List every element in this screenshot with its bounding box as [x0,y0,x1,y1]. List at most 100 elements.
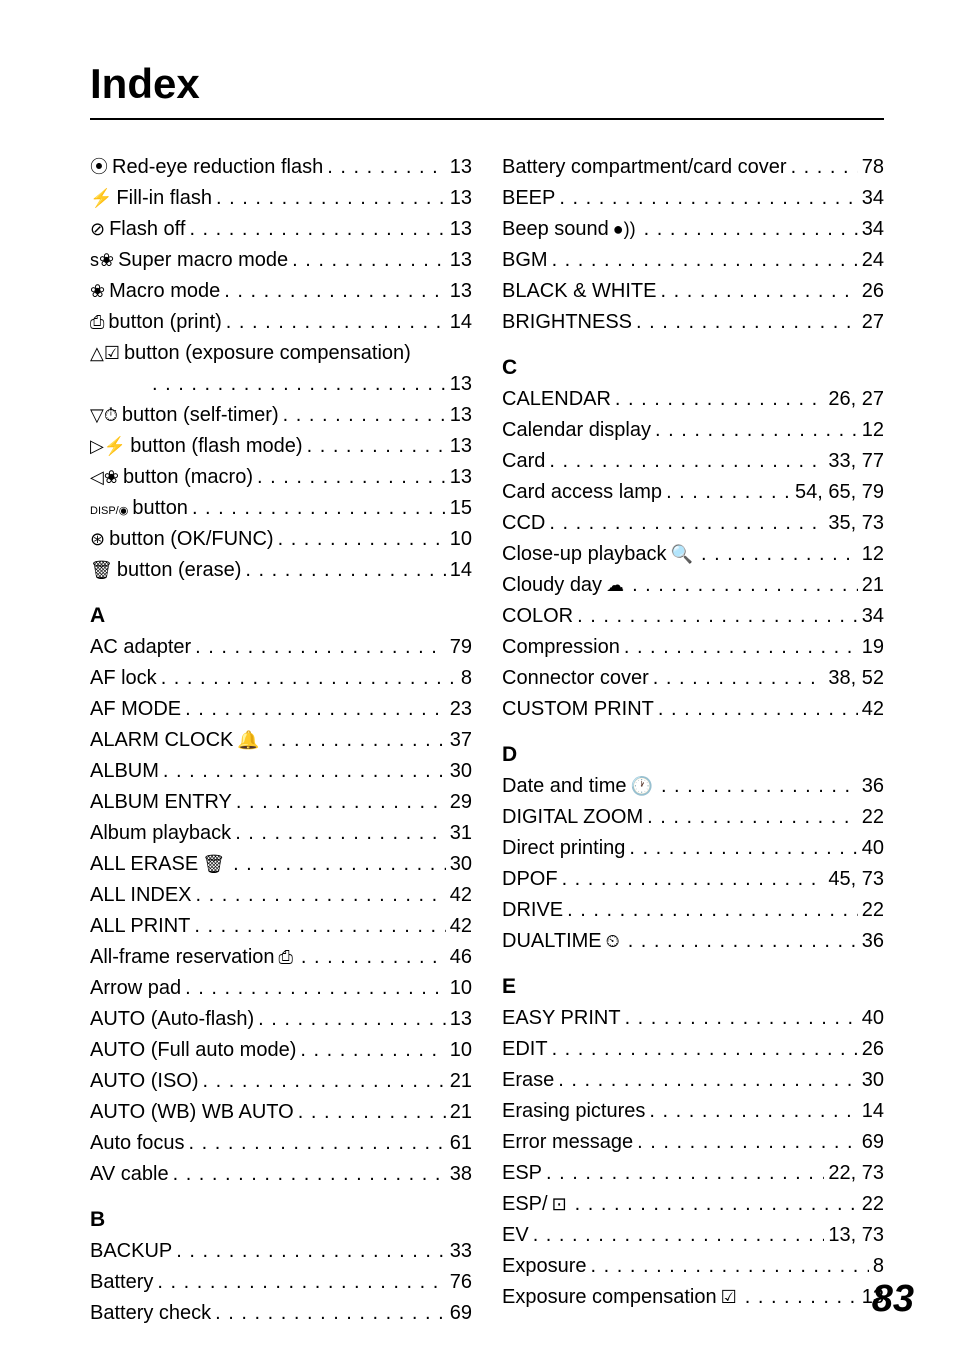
entry-label: AV cable [90,1159,169,1190]
entry-label: ALBUM ENTRY [90,787,232,818]
index-item: △☑button (exposure compensation) [90,338,472,369]
entry-pages: 30 [450,849,472,880]
entry-pages: 69 [450,1298,472,1329]
entry-label: Super macro mode [118,245,288,276]
leader-dots: . . . . . . . . . . . . . . . . . . . . … [591,1251,869,1282]
entry-label: AUTO (Auto-flash) [90,1004,254,1035]
entry-pages: 79 [450,632,472,663]
entry-pages: 13 [450,369,472,400]
title-rule [90,118,884,120]
index-item: ESP . . . . . . . . . . . . . . . . . . … [502,1158,884,1189]
entry-suffix-icon: 🔔 [237,727,259,755]
entry-pages: 78 [862,152,884,183]
leader-dots: . . . . . . . . . . . . . . . . . . . . … [161,663,457,694]
index-item: ▷⚡button (flash mode) . . . . . . . . . … [90,431,472,462]
entry-label: ALL INDEX [90,880,192,911]
entry-label: Flash off [109,214,185,245]
index-item: DRIVE . . . . . . . . . . . . . . . . . … [502,895,884,926]
index-item: BACKUP . . . . . . . . . . . . . . . . .… [90,1236,472,1267]
index-item: AUTO (Auto-flash) . . . . . . . . . . . … [90,1004,472,1035]
leader-dots: . . . . . . . . . . . . . . . . . . . . … [298,1097,446,1128]
leader-dots: . . . . . . . . . . . . . . . . . . . . … [257,462,446,493]
entry-pages: 26, 27 [828,384,884,415]
entry-pages: 19 [862,632,884,663]
entry-label: ESP [502,1158,542,1189]
index-item: Exposure . . . . . . . . . . . . . . . .… [502,1251,884,1282]
entry-suffix-icon: ⊡ [552,1191,567,1219]
section-heading: D [502,743,884,767]
right-column: Battery compartment/card cover . . . . .… [502,152,884,1329]
index-item: BEEP . . . . . . . . . . . . . . . . . .… [502,183,884,214]
entry-icon: ⊛ [90,526,105,554]
index-item: Beep sound●)) . . . . . . . . . . . . . … [502,214,884,245]
index-item: Album playback . . . . . . . . . . . . .… [90,818,472,849]
entry-pages: 21 [450,1066,472,1097]
index-columns: ⦿Red-eye reduction flash . . . . . . . .… [90,152,884,1329]
leader-dots: . . . . . . . . . . . . . . . . . . . . … [268,725,446,756]
index-item: Auto focus . . . . . . . . . . . . . . .… [90,1128,472,1159]
entry-pages: 23 [450,694,472,725]
index-item: s❀Super macro mode . . . . . . . . . . .… [90,245,472,276]
leader-dots: . . . . . . . . . . . . . . . . . . . . … [301,942,446,973]
leader-dots: . . . . . . . . . . . . . . . . . . . . … [226,307,446,338]
entry-pages: 54, 65, 79 [795,477,884,508]
entry-pages: 10 [450,524,472,555]
leader-dots: . . . . . . . . . . . . . . . . . . . . … [624,632,858,663]
index-item: DUALTIME⏲ . . . . . . . . . . . . . . . … [502,926,884,957]
entry-pages: 34 [862,214,884,245]
index-item: EDIT . . . . . . . . . . . . . . . . . .… [502,1034,884,1065]
leader-dots: . . . . . . . . . . . . . . . . . . . . … [575,1189,858,1220]
entry-icon: ❀ [90,278,105,306]
entry-pages: 13 [450,431,472,462]
entry-label: Compression [502,632,620,663]
entry-label: Connector cover [502,663,649,694]
index-item: Battery . . . . . . . . . . . . . . . . … [90,1267,472,1298]
entry-label: Date and time [502,771,627,802]
entry-label: BRIGHTNESS [502,307,632,338]
entry-icon: ▽⏱ [90,402,118,430]
entry-pages: 14 [862,1096,884,1127]
leader-dots: . . . . . . . . . . . . . . . . . . . . … [278,524,446,555]
leader-dots: . . . . . . . . . . . . . . . . . . . . … [215,1298,446,1329]
index-item: CUSTOM PRINT . . . . . . . . . . . . . .… [502,694,884,725]
entry-suffix-icon: ☁ [606,572,624,600]
entry-label: EASY PRINT [502,1003,621,1034]
entry-label: AF MODE [90,694,181,725]
entry-pages: 30 [862,1065,884,1096]
leader-dots: . . . . . . . . . . . . . . . . . . . . … [195,632,446,663]
entry-label: BGM [502,245,548,276]
index-item: BGM . . . . . . . . . . . . . . . . . . … [502,245,884,276]
leader-dots: . . . . . . . . . . . . . . . . . . . . … [549,508,824,539]
index-item: AUTO (Full auto mode) . . . . . . . . . … [90,1035,472,1066]
leader-dots: . . . . . . . . . . . . . . . . . . . . … [157,1267,445,1298]
index-item: Compression . . . . . . . . . . . . . . … [502,632,884,663]
leader-dots: . . . . . . . . . . . . . . . . . . . . … [307,431,446,462]
leader-dots: . . . . . . . . . . . . . . . . . . . . … [185,973,446,1004]
index-item: CALENDAR . . . . . . . . . . . . . . . .… [502,384,884,415]
leader-dots: . . . . . . . . . . . . . . . . . . . . … [552,245,858,276]
entry-pages: 30 [450,756,472,787]
entry-label: ALBUM [90,756,159,787]
entry-pages: 26 [862,276,884,307]
leader-dots: . . . . . . . . . . . . . . . . . . . . … [533,1220,825,1251]
leader-dots: . . . . . . . . . . . . . . . . . . . . … [562,864,825,895]
entry-label: AUTO (Full auto mode) [90,1035,296,1066]
entry-pages: 8 [461,663,472,694]
entry-label: Exposure compensation [502,1282,717,1313]
entry-pages: 61 [450,1128,472,1159]
entry-label: button [132,493,188,524]
leader-dots: . . . . . . . . . . . . . . . . . . . . … [660,276,857,307]
index-item: Error message . . . . . . . . . . . . . … [502,1127,884,1158]
leader-dots: . . . . . . . . . . . . . . . . . . . . … [701,539,858,570]
leader-dots: . . . . . . . . . . . . . . . . . . . . … [567,895,858,926]
index-item: All-frame reservation⎙ . . . . . . . . .… [90,942,472,973]
entry-label: CALENDAR [502,384,611,415]
entry-label: Exposure [502,1251,587,1282]
index-item: AF MODE . . . . . . . . . . . . . . . . … [90,694,472,725]
index-item: ALBUM . . . . . . . . . . . . . . . . . … [90,756,472,787]
entry-label: Direct printing [502,833,625,864]
entry-label: COLOR [502,601,573,632]
leader-dots: . . . . . . . . . . . . . . . . . . . . … [283,400,446,431]
leader-dots: . . . . . . . . . . . . . . . . . . . . … [615,384,824,415]
entry-pages: 13 [450,400,472,431]
